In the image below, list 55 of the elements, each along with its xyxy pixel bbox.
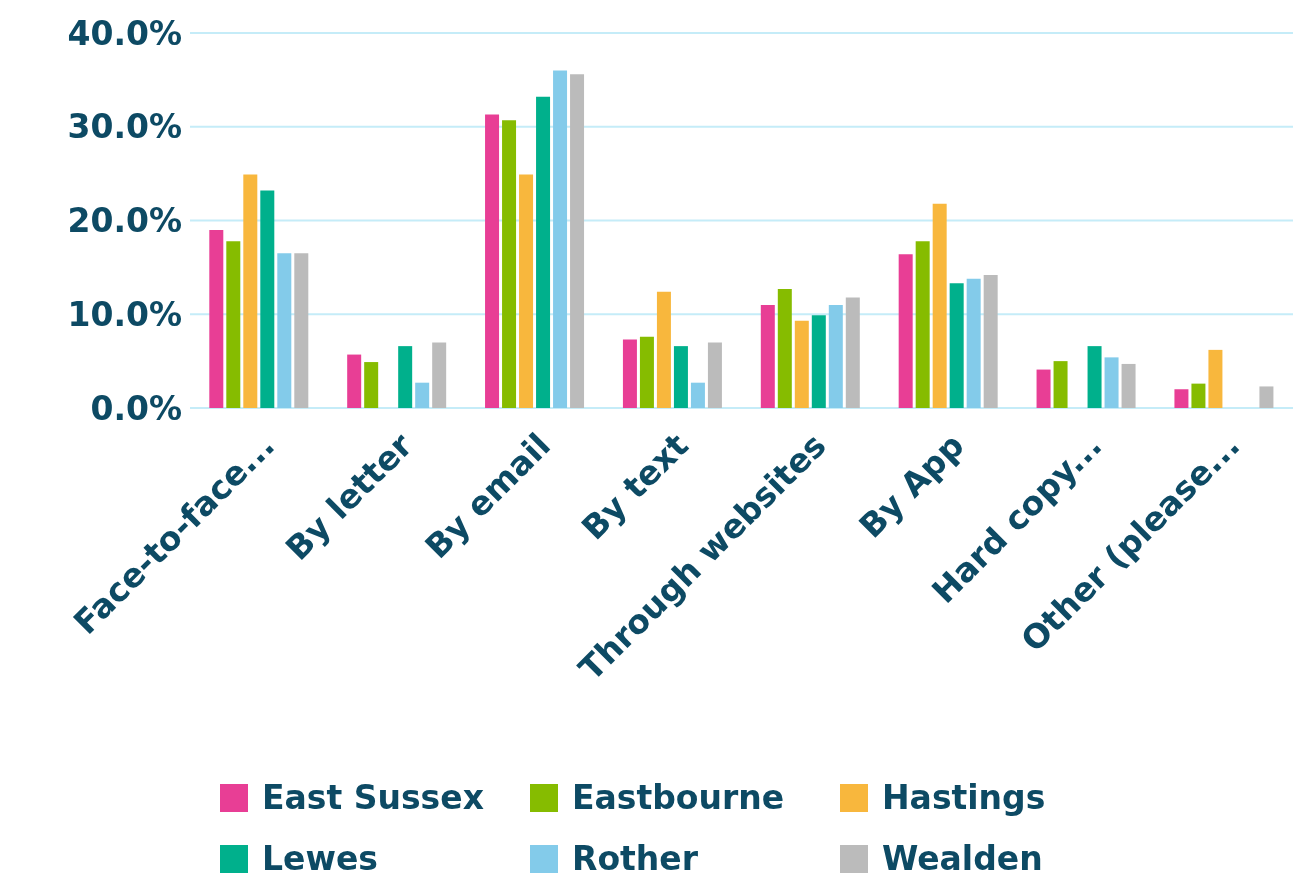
bar bbox=[690, 382, 705, 408]
bar bbox=[519, 174, 534, 408]
bar bbox=[915, 241, 930, 408]
bar bbox=[639, 336, 654, 408]
bar bbox=[226, 241, 241, 408]
bar bbox=[656, 291, 671, 408]
bar bbox=[673, 346, 688, 408]
bar bbox=[398, 346, 413, 408]
bar bbox=[794, 320, 809, 408]
bar bbox=[1104, 357, 1119, 408]
bar bbox=[502, 120, 517, 408]
bar bbox=[485, 114, 500, 408]
bar bbox=[415, 382, 430, 408]
bar bbox=[432, 342, 447, 408]
bar bbox=[1174, 389, 1189, 408]
bar bbox=[1191, 383, 1206, 408]
legend-label: Rother bbox=[572, 839, 699, 878]
bar bbox=[1259, 386, 1274, 408]
bar bbox=[966, 278, 981, 408]
bar bbox=[760, 304, 775, 408]
bar bbox=[209, 229, 224, 408]
bar bbox=[932, 203, 947, 408]
bar bbox=[553, 70, 568, 408]
bar bbox=[811, 315, 826, 408]
y-tick-label: 40.0% bbox=[67, 13, 182, 53]
bar bbox=[1087, 346, 1102, 408]
bar bbox=[845, 297, 860, 408]
bar bbox=[364, 362, 379, 408]
bar bbox=[277, 253, 292, 408]
legend-label: Hastings bbox=[882, 778, 1046, 817]
bar bbox=[1208, 349, 1223, 408]
legend-label: Eastbourne bbox=[572, 778, 785, 817]
bar bbox=[570, 74, 585, 408]
legend-label: Lewes bbox=[262, 839, 378, 878]
legend-label: Wealden bbox=[882, 839, 1043, 878]
bar bbox=[1121, 363, 1136, 408]
y-tick-label: 20.0% bbox=[67, 201, 182, 241]
y-tick-label: 0.0% bbox=[90, 388, 182, 428]
bar bbox=[828, 304, 843, 408]
bar bbox=[243, 174, 258, 408]
bar bbox=[260, 190, 275, 408]
bar bbox=[622, 339, 637, 408]
bar bbox=[536, 96, 551, 408]
bar bbox=[777, 288, 792, 408]
bar bbox=[294, 253, 309, 408]
bar bbox=[1053, 361, 1068, 408]
bar bbox=[898, 254, 913, 408]
y-tick-label: 10.0% bbox=[67, 294, 182, 334]
bar bbox=[1036, 369, 1051, 408]
bar bbox=[949, 283, 964, 408]
bar bbox=[707, 342, 722, 408]
bar bbox=[983, 274, 998, 408]
y-tick-label: 30.0% bbox=[67, 107, 182, 147]
bar bbox=[347, 354, 362, 408]
legend-label: East Sussex bbox=[262, 778, 484, 817]
